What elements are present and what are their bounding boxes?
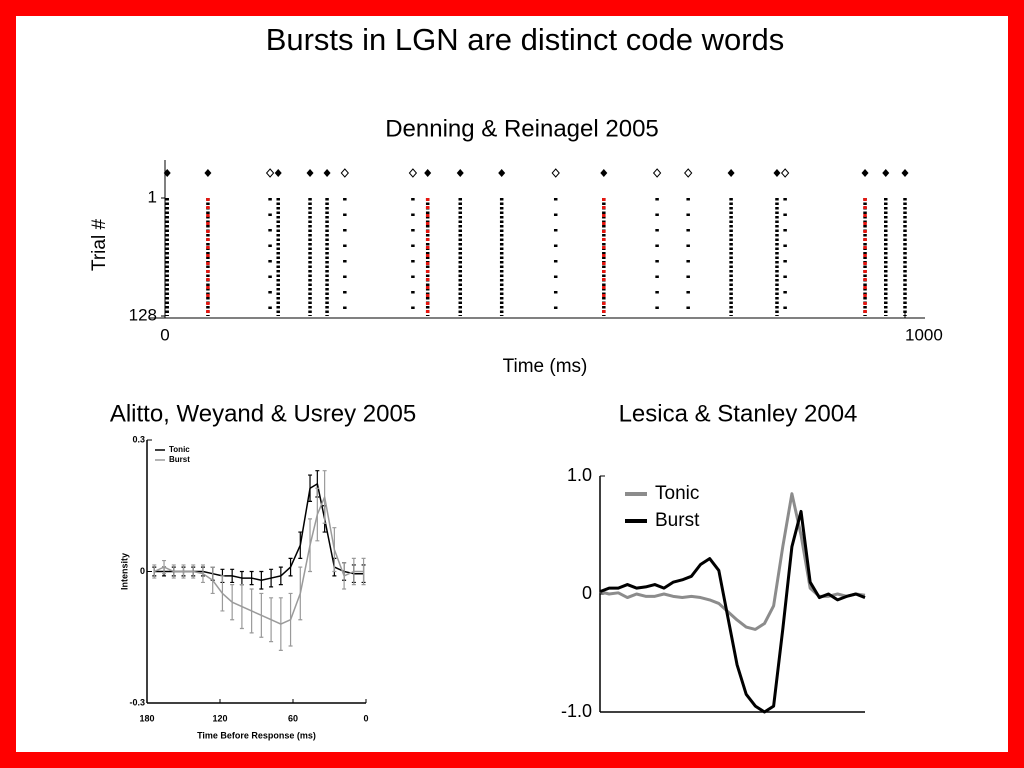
error-bar: [259, 570, 264, 590]
y-tick-label: 1.0: [567, 465, 592, 485]
open-marker: [551, 168, 560, 178]
error-bar: [308, 518, 313, 573]
error-bar: [298, 566, 303, 621]
y-tick-label: 128: [129, 305, 157, 324]
error-bar: [230, 584, 235, 621]
x-axis-label: Time Before Response (ms): [197, 730, 316, 740]
open-marker: [408, 168, 418, 178]
y-tick-label: 0: [140, 566, 145, 576]
open-marker: [340, 168, 349, 178]
burst-marker: [204, 169, 212, 177]
open-marker: [684, 168, 693, 178]
error-bar: [351, 557, 356, 586]
burst-marker: [163, 169, 171, 177]
chart-title: Lesica & Stanley 2004: [619, 400, 858, 427]
error-bar: [308, 474, 313, 502]
y-tick-label: 0.3: [132, 434, 145, 444]
x-tick-label: 120: [212, 713, 227, 723]
error-bar: [298, 531, 303, 559]
error-bar: [269, 597, 274, 643]
error-bar: [249, 588, 254, 634]
burst-marker: [274, 169, 282, 177]
open-marker: [652, 168, 662, 178]
legend-label: Burst: [169, 455, 190, 464]
x-tick-label: 180: [139, 713, 154, 723]
legend-label: Tonic: [655, 483, 699, 504]
error-bar: [181, 564, 186, 579]
y-axis-label: Intensity: [119, 553, 129, 590]
x-tick-label: 0: [363, 713, 368, 723]
error-bar: [249, 570, 254, 586]
series-line: [599, 509, 866, 714]
x-axis-label: Time (ms): [503, 356, 588, 377]
error-bar: [152, 564, 157, 579]
open-marker: [265, 168, 275, 178]
y-tick-label: -0.3: [129, 697, 145, 707]
x-tick-label: 0: [160, 325, 169, 344]
x-tick-label: 1000: [905, 325, 943, 344]
legend-label: Tonic: [169, 445, 190, 454]
error-bar: [322, 470, 327, 524]
error-bar: [342, 562, 347, 590]
error-bar: [269, 568, 274, 588]
burst-marker: [600, 169, 608, 177]
error-bar: [332, 527, 337, 573]
burst-marker: [456, 169, 464, 177]
burst-marker: [498, 169, 506, 177]
error-bar: [191, 564, 196, 579]
error-bar: [259, 592, 264, 638]
error-bar: [210, 566, 215, 595]
chart-title: Denning & Reinagel 2005: [385, 115, 659, 142]
error-bar: [220, 575, 225, 612]
chart-title: Alitto, Weyand & Usrey 2005: [110, 400, 416, 427]
error-bar: [162, 559, 167, 575]
error-bar: [288, 557, 293, 577]
burst-marker: [773, 169, 781, 177]
error-bar: [200, 564, 205, 584]
error-bar: [230, 568, 235, 584]
legend-label: Burst: [655, 510, 700, 531]
error-bar: [239, 584, 244, 630]
error-bar: [278, 597, 283, 651]
burst-marker: [882, 169, 890, 177]
error-bar: [288, 592, 293, 647]
burst-marker: [861, 169, 869, 177]
slide-background: [16, 16, 1008, 752]
burst-marker: [727, 169, 735, 177]
burst-marker: [424, 169, 432, 177]
slide-title: Bursts in LGN are distinct code words: [266, 22, 785, 57]
error-bar: [361, 557, 366, 586]
burst-marker: [901, 169, 909, 177]
error-bar: [278, 566, 283, 586]
error-bar: [315, 487, 320, 542]
x-tick-label: 60: [288, 713, 298, 723]
y-tick-label: 1: [148, 187, 157, 206]
y-tick-label: 0: [582, 583, 592, 603]
y-tick-label: -1.0: [561, 701, 592, 721]
burst-marker: [306, 169, 314, 177]
y-axis-label: Trial #: [89, 219, 110, 272]
open-marker: [780, 168, 790, 178]
error-bar: [171, 564, 176, 579]
burst-marker: [323, 169, 331, 177]
